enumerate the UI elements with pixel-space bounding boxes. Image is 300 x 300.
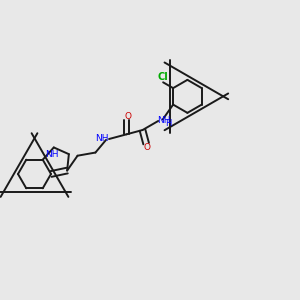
Text: NH: NH <box>95 134 109 143</box>
Text: NH: NH <box>158 116 171 125</box>
Text: O: O <box>124 112 131 121</box>
Text: H: H <box>165 119 171 128</box>
Text: Cl: Cl <box>158 72 169 82</box>
Text: NH: NH <box>46 149 59 158</box>
Text: O: O <box>144 143 151 152</box>
